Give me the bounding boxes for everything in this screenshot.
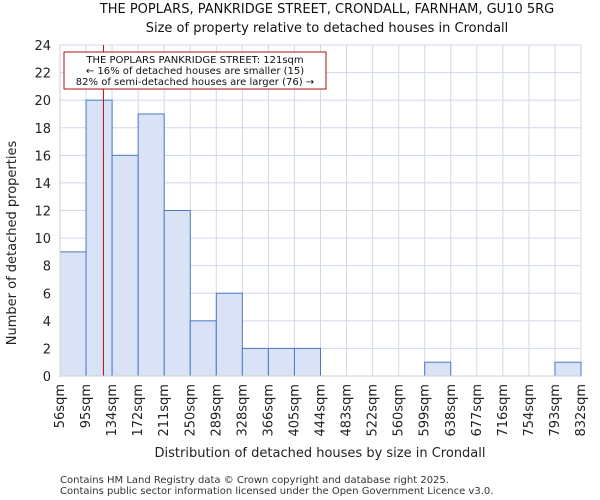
x-axis-label: Distribution of detached houses by size … xyxy=(155,446,486,461)
x-tick-label: 754sqm xyxy=(522,384,537,437)
y-tick-label: 8 xyxy=(43,260,51,275)
x-tick-label: 483sqm xyxy=(340,384,355,437)
y-tick-label: 20 xyxy=(34,94,51,109)
x-tick-label: 832sqm xyxy=(574,384,589,437)
bar-328sqm xyxy=(241,347,269,377)
annotation-line-2: ← 16% of detached houses are smaller (15… xyxy=(86,66,304,77)
bar-405sqm xyxy=(293,347,322,377)
x-tick-label: 444sqm xyxy=(314,384,329,437)
annotation-border xyxy=(63,51,327,90)
y-axis-label: Number of detached properties xyxy=(5,141,20,346)
y-tick-label: 18 xyxy=(34,122,51,137)
y-tick-label: 6 xyxy=(43,287,51,302)
footer-line-2: Contains public sector information licen… xyxy=(60,486,493,497)
bar-172sqm xyxy=(137,113,165,377)
x-tick-labels: 56sqm 95sqm 134sqm 172sqm 211sqm 250sqm 289sqm… xyxy=(53,384,589,437)
bar-793sqm xyxy=(554,361,582,377)
x-tick-label: 366sqm xyxy=(261,384,276,437)
bar-599sqm xyxy=(424,361,452,377)
bar-366sqm xyxy=(267,347,295,377)
bar-211sqm xyxy=(163,210,191,377)
x-tick-label: 56sqm xyxy=(53,384,68,428)
y-tick-label: 12 xyxy=(34,205,51,220)
annotation-box: THE POPLARS PANKRIDGE STREET: 121sqm ← 1… xyxy=(63,51,327,90)
y-tick-label: 4 xyxy=(43,315,51,330)
y-tick-label: 24 xyxy=(34,39,51,54)
x-tick-label: 716sqm xyxy=(496,384,511,437)
bar-250sqm xyxy=(189,320,217,377)
x-tick-label: 677sqm xyxy=(470,384,485,437)
annotation-line-1: THE POPLARS PANKRIDGE STREET: 121sqm xyxy=(85,55,303,66)
bar-289sqm xyxy=(215,292,243,377)
y-tick-label: 2 xyxy=(43,342,51,357)
x-tick-label: 405sqm xyxy=(287,384,302,437)
y-tick-label: 10 xyxy=(34,232,51,247)
bar-95sqm xyxy=(85,99,113,377)
bar-134sqm xyxy=(111,154,139,377)
x-tick-label: 134sqm xyxy=(105,384,120,437)
y-tick-label: 22 xyxy=(34,67,51,82)
x-tick-label: 560sqm xyxy=(392,384,407,437)
bar-56sqm xyxy=(59,251,87,377)
x-tick-label: 638sqm xyxy=(444,384,459,437)
footer-line-1: Contains HM Land Registry data © Crown c… xyxy=(60,475,449,486)
x-tick-label: 211sqm xyxy=(157,384,172,437)
x-tick-label: 289sqm xyxy=(209,384,224,437)
y-tick-label: 16 xyxy=(34,149,51,164)
x-tick-label: 95sqm xyxy=(79,384,94,428)
x-tick-label: 172sqm xyxy=(131,384,146,437)
y-tick-label: 14 xyxy=(34,177,51,192)
chart-title: THE POPLARS, PANKRIDGE STREET, CRONDALL,… xyxy=(99,2,554,17)
x-tick-label: 599sqm xyxy=(418,384,433,437)
chart-subtitle: Size of property relative to detached ho… xyxy=(146,21,509,36)
bars-group xyxy=(59,99,582,377)
x-tick-label: 328sqm xyxy=(235,384,250,437)
y-tick-label: 0 xyxy=(43,370,51,385)
x-tick-label: 793sqm xyxy=(548,384,563,437)
x-tick-label: 522sqm xyxy=(366,384,381,437)
annotation-line-3: 82% of semi-detached houses are larger (… xyxy=(76,77,314,88)
x-tick-label: 250sqm xyxy=(183,384,198,437)
